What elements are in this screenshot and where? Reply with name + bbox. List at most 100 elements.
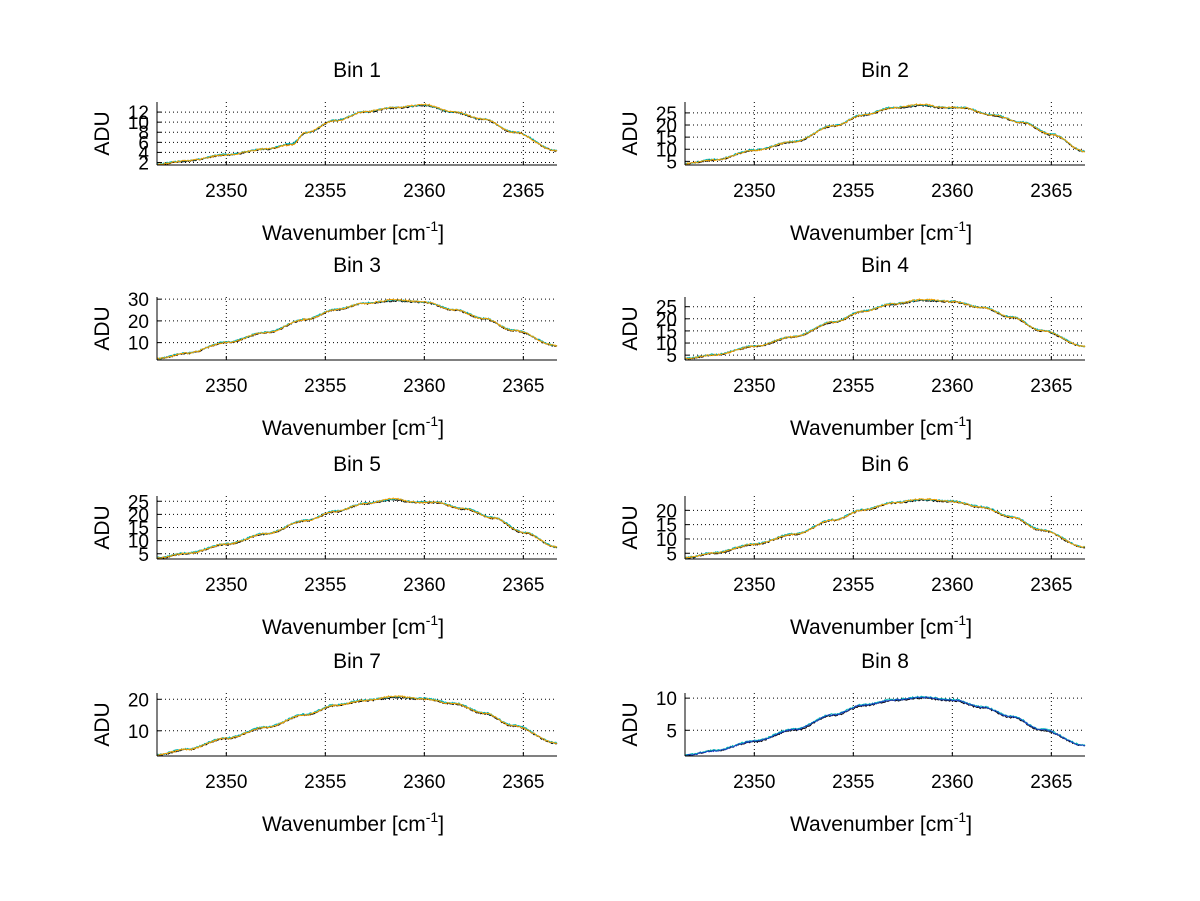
x-tick-label: 2365	[502, 575, 544, 596]
y-axis-label: ADU	[619, 306, 642, 350]
y-tick-label: 5	[666, 346, 677, 367]
series-line-frame-3	[156, 298, 558, 360]
series-line-frame-3	[684, 497, 1086, 559]
series-line-frame-2	[684, 498, 1086, 559]
subplot-title: Bin 7	[333, 650, 381, 673]
y-axis-label: ADU	[619, 702, 642, 746]
y-axis-label: ADU	[91, 306, 114, 350]
y-axis-label: ADU	[619, 505, 642, 549]
x-tick-label: 2360	[403, 376, 445, 397]
x-tick-label: 2350	[205, 772, 247, 793]
x-tick-label: 2360	[931, 376, 973, 397]
y-axis-label: ADU	[91, 111, 114, 155]
x-tick-label: 2355	[304, 575, 346, 596]
x-tick-label: 2365	[1030, 376, 1072, 397]
y-tick-label: 25	[128, 492, 149, 513]
x-tick-label: 2360	[403, 772, 445, 793]
x-axis-label: Wavenumber [cm-1]	[262, 612, 444, 639]
y-tick-label: 10	[656, 334, 677, 355]
x-tick-label: 2360	[931, 575, 973, 596]
series-line-frame-3	[684, 696, 1086, 757]
subplot-title: Bin 2	[861, 59, 909, 82]
y-tick-label: 10	[128, 113, 149, 134]
x-tick-label: 2355	[832, 376, 874, 397]
x-axis-label: Wavenumber [cm-1]	[790, 612, 972, 639]
y-tick-label: 20	[128, 505, 149, 526]
y-tick-label: 20	[128, 312, 149, 333]
x-tick-label: 2355	[304, 376, 346, 397]
x-tick-label: 2350	[205, 575, 247, 596]
x-tick-label: 2350	[733, 181, 775, 202]
y-tick-label: 10	[128, 532, 149, 553]
y-tick-label: 20	[128, 690, 149, 711]
series-line-frame-2	[684, 298, 1086, 360]
y-tick-label: 25	[656, 104, 677, 125]
x-axis-label: Wavenumber [cm-1]	[262, 413, 444, 440]
y-tick-label: 15	[128, 519, 149, 540]
series-line-frame-1	[157, 498, 558, 560]
series-line-frame-1	[684, 499, 1086, 560]
subplot-title: Bin 8	[861, 650, 909, 673]
y-tick-label: 10	[656, 530, 677, 551]
y-tick-label: 5	[666, 544, 677, 565]
x-tick-label: 2350	[733, 772, 775, 793]
y-tick-label: 12	[128, 103, 149, 124]
y-tick-label: 5	[138, 545, 149, 566]
series-line-frame-1	[684, 299, 1086, 361]
y-axis-label: ADU	[619, 111, 642, 155]
subplot-title: Bin 5	[333, 453, 381, 476]
x-tick-label: 2365	[502, 772, 544, 793]
y-axis-label: ADU	[91, 505, 114, 549]
y-tick-label: 20	[656, 116, 677, 137]
x-tick-label: 2355	[832, 181, 874, 202]
subplot-title: Bin 3	[333, 254, 381, 277]
x-axis-label: Wavenumber [cm-1]	[790, 413, 972, 440]
x-tick-label: 2350	[205, 376, 247, 397]
series-line-frame-2	[685, 695, 1086, 756]
y-tick-label: 20	[656, 310, 677, 331]
x-tick-label: 2355	[832, 772, 874, 793]
series-line-frame-3	[156, 497, 558, 560]
y-tick-label: 15	[656, 128, 677, 149]
x-tick-label: 2355	[832, 575, 874, 596]
x-tick-label: 2360	[403, 181, 445, 202]
x-tick-label: 2365	[502, 181, 544, 202]
x-tick-label: 2350	[733, 575, 775, 596]
y-tick-label: 5	[666, 721, 677, 742]
series-line-frame-1	[156, 299, 558, 360]
y-axis-label: ADU	[91, 702, 114, 746]
series-line-frame-2	[156, 695, 558, 756]
x-tick-label: 2360	[931, 772, 973, 793]
x-axis-label: Wavenumber [cm-1]	[790, 218, 972, 245]
x-tick-label: 2350	[733, 376, 775, 397]
subplot-bin-7: Bin 7 2350 2355 2360 2365 10 20 Wavenumber [cm-…	[91, 650, 558, 836]
x-axis-label: Wavenumber [cm-1]	[790, 809, 972, 836]
x-tick-label: 2365	[1030, 772, 1072, 793]
series-line-frame-3	[156, 694, 558, 756]
x-tick-label: 2365	[1030, 575, 1072, 596]
y-tick-label: 10	[128, 334, 149, 355]
y-tick-label: 25	[656, 298, 677, 319]
series-line-frame-1	[156, 696, 558, 757]
x-tick-label: 2360	[931, 181, 973, 202]
subplot-title: Bin 4	[861, 254, 909, 277]
series-line-frame-3	[156, 103, 558, 166]
x-tick-label: 2355	[304, 181, 346, 202]
subplot-bin-8: Bin 8 2350 2355 2360 2365 5 10 Wavenumber [cm-1…	[619, 650, 1086, 836]
y-tick-label: 15	[656, 516, 677, 537]
y-tick-label: 15	[656, 322, 677, 343]
y-tick-label: 5	[666, 152, 677, 173]
series-line-frame-1	[684, 696, 1086, 757]
x-tick-label: 2355	[304, 772, 346, 793]
y-tick-label: 10	[656, 140, 677, 161]
x-tick-label: 2365	[1030, 181, 1072, 202]
series-line-frame-3	[684, 103, 1086, 165]
y-tick-label: 8	[138, 123, 149, 144]
